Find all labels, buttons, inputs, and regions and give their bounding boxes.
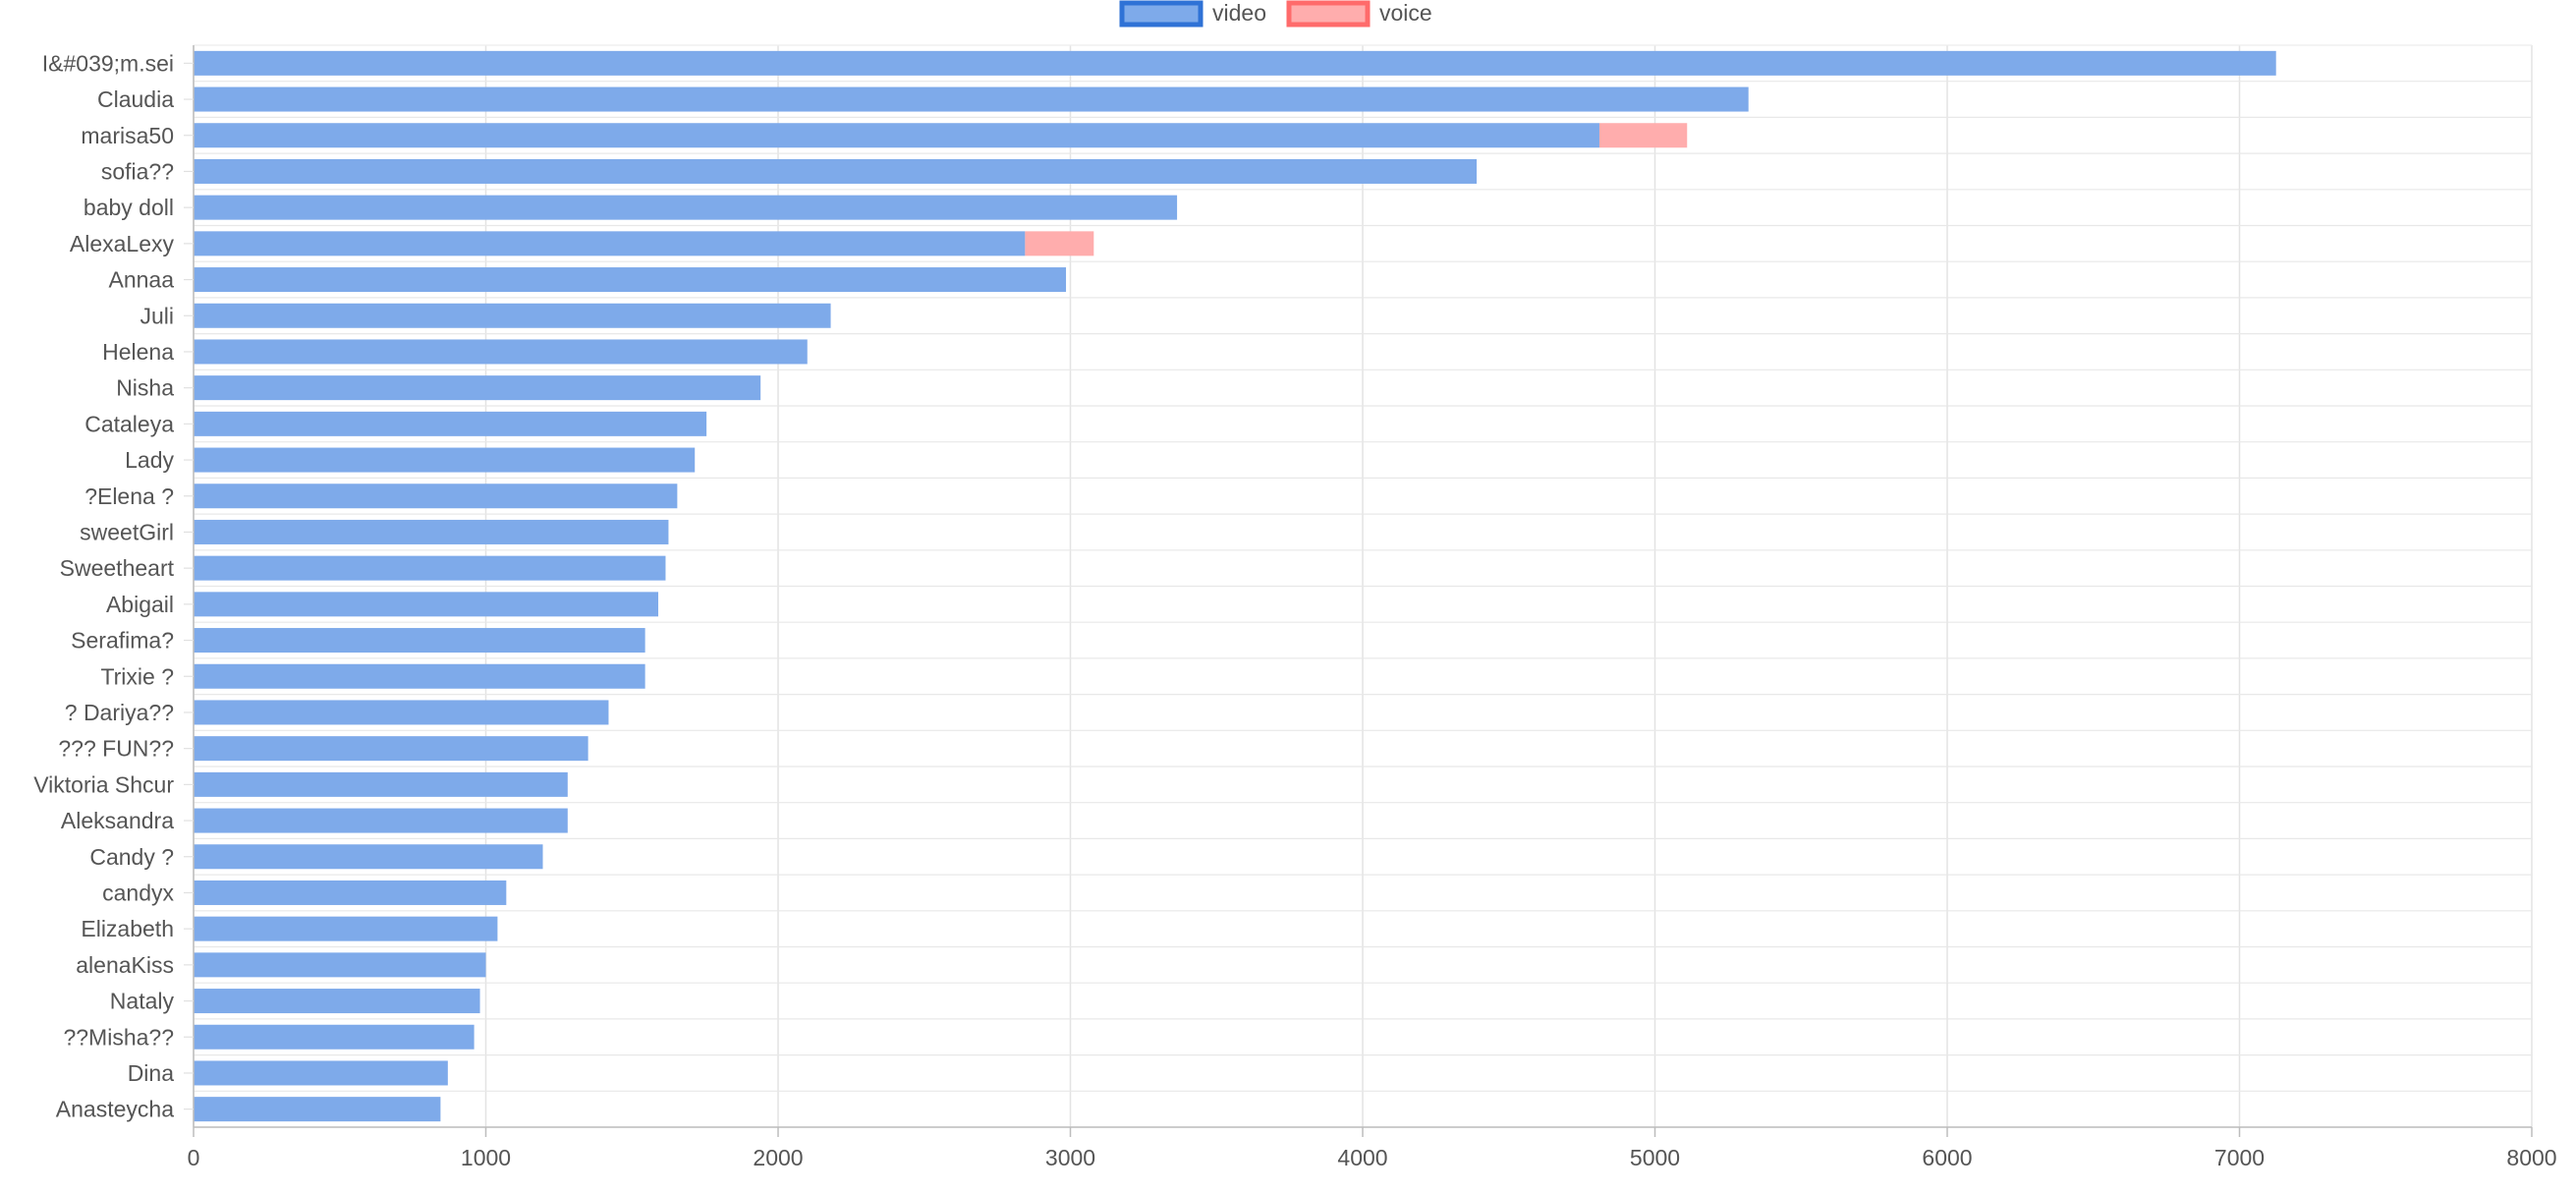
y-category-label: Candy ?: [89, 844, 174, 870]
y-category-label: Elizabeth: [81, 916, 174, 941]
bar-video[interactable]: [194, 628, 645, 654]
y-category-label: sofia??: [101, 158, 174, 184]
bar-voice[interactable]: [1025, 231, 1094, 256]
y-category-label: Trixie ?: [100, 663, 174, 689]
bar-video[interactable]: [194, 808, 568, 833]
y-category-label: Viktoria Shcur: [33, 771, 174, 797]
bar-video[interactable]: [194, 447, 696, 473]
y-category-label: Juli: [140, 303, 174, 328]
bar-video[interactable]: [194, 844, 543, 870]
bar-video[interactable]: [194, 952, 486, 978]
bar-video[interactable]: [194, 231, 1026, 256]
bar-video[interactable]: [194, 86, 1749, 112]
bar-video[interactable]: [194, 592, 659, 617]
bar-video[interactable]: [194, 375, 761, 401]
y-category-label: Aleksandra: [61, 808, 174, 833]
bar-video[interactable]: [194, 989, 480, 1014]
y-category-label: sweetGirl: [80, 519, 174, 544]
x-tick-label: 6000: [1922, 1145, 1972, 1170]
y-category-label: Cataleya: [84, 411, 174, 436]
y-category-label: alenaKiss: [76, 952, 174, 978]
y-category-label: ??? FUN??: [58, 736, 174, 762]
y-category-label: Dina: [128, 1060, 175, 1086]
y-category-label: marisa50: [81, 123, 174, 148]
bar-video[interactable]: [194, 1060, 448, 1086]
y-category-label: AlexaLexy: [70, 231, 175, 256]
y-category-label: ?Elena ?: [84, 483, 174, 509]
x-tick-label: 5000: [1630, 1145, 1680, 1170]
x-tick-label: 1000: [461, 1145, 511, 1170]
x-tick-label: 0: [188, 1145, 200, 1170]
y-category-label: Serafima?: [71, 628, 174, 654]
y-category-label: candyx: [102, 880, 174, 905]
y-category-label: Sweetheart: [60, 555, 175, 581]
y-category-label: Nisha: [116, 375, 174, 401]
y-category-label: Anasteycha: [56, 1097, 174, 1122]
x-tick-label: 2000: [753, 1145, 803, 1170]
y-category-label: Annaa: [108, 267, 174, 293]
x-tick-label: 3000: [1045, 1145, 1095, 1170]
bar-video[interactable]: [194, 1097, 441, 1122]
bar-video[interactable]: [194, 880, 507, 905]
bar-video[interactable]: [194, 195, 1178, 220]
bar-video[interactable]: [194, 267, 1067, 293]
bar-video[interactable]: [194, 303, 831, 328]
x-tick-label: 7000: [2214, 1145, 2265, 1170]
bar-video[interactable]: [194, 916, 498, 941]
bar-video[interactable]: [194, 555, 666, 581]
y-category-label: baby doll: [84, 195, 174, 220]
y-category-label: ? Dariya??: [65, 700, 174, 725]
bar-video[interactable]: [194, 771, 568, 797]
bar-video[interactable]: [194, 158, 1478, 184]
legend-label-voice[interactable]: voice: [1379, 0, 1432, 26]
y-category-label: ??Misha??: [63, 1024, 174, 1050]
bar-video[interactable]: [194, 663, 645, 689]
y-category-label: Abigail: [106, 592, 174, 617]
y-category-label: Claudia: [97, 86, 174, 112]
y-category-label: Lady: [125, 447, 174, 473]
bar-video[interactable]: [194, 700, 609, 725]
bar-video[interactable]: [194, 519, 669, 544]
legend-swatch-voice[interactable]: [1286, 0, 1371, 28]
bar-video[interactable]: [194, 123, 1599, 148]
legend-label-video[interactable]: video: [1212, 0, 1266, 26]
bar-video[interactable]: [194, 483, 678, 509]
bar-video[interactable]: [194, 50, 2276, 76]
bar-video[interactable]: [194, 736, 588, 762]
y-category-label: Helena: [102, 339, 174, 365]
bar-video[interactable]: [194, 339, 808, 365]
bar-voice[interactable]: [1598, 123, 1688, 148]
y-category-label: I&#039;m.sei: [42, 50, 174, 76]
y-category-label: Nataly: [110, 989, 175, 1014]
x-tick-label: 4000: [1337, 1145, 1387, 1170]
legend-swatch-video[interactable]: [1119, 0, 1204, 28]
bar-video[interactable]: [194, 411, 707, 436]
bar-video[interactable]: [194, 1024, 475, 1050]
x-tick-label: 8000: [2506, 1145, 2556, 1170]
